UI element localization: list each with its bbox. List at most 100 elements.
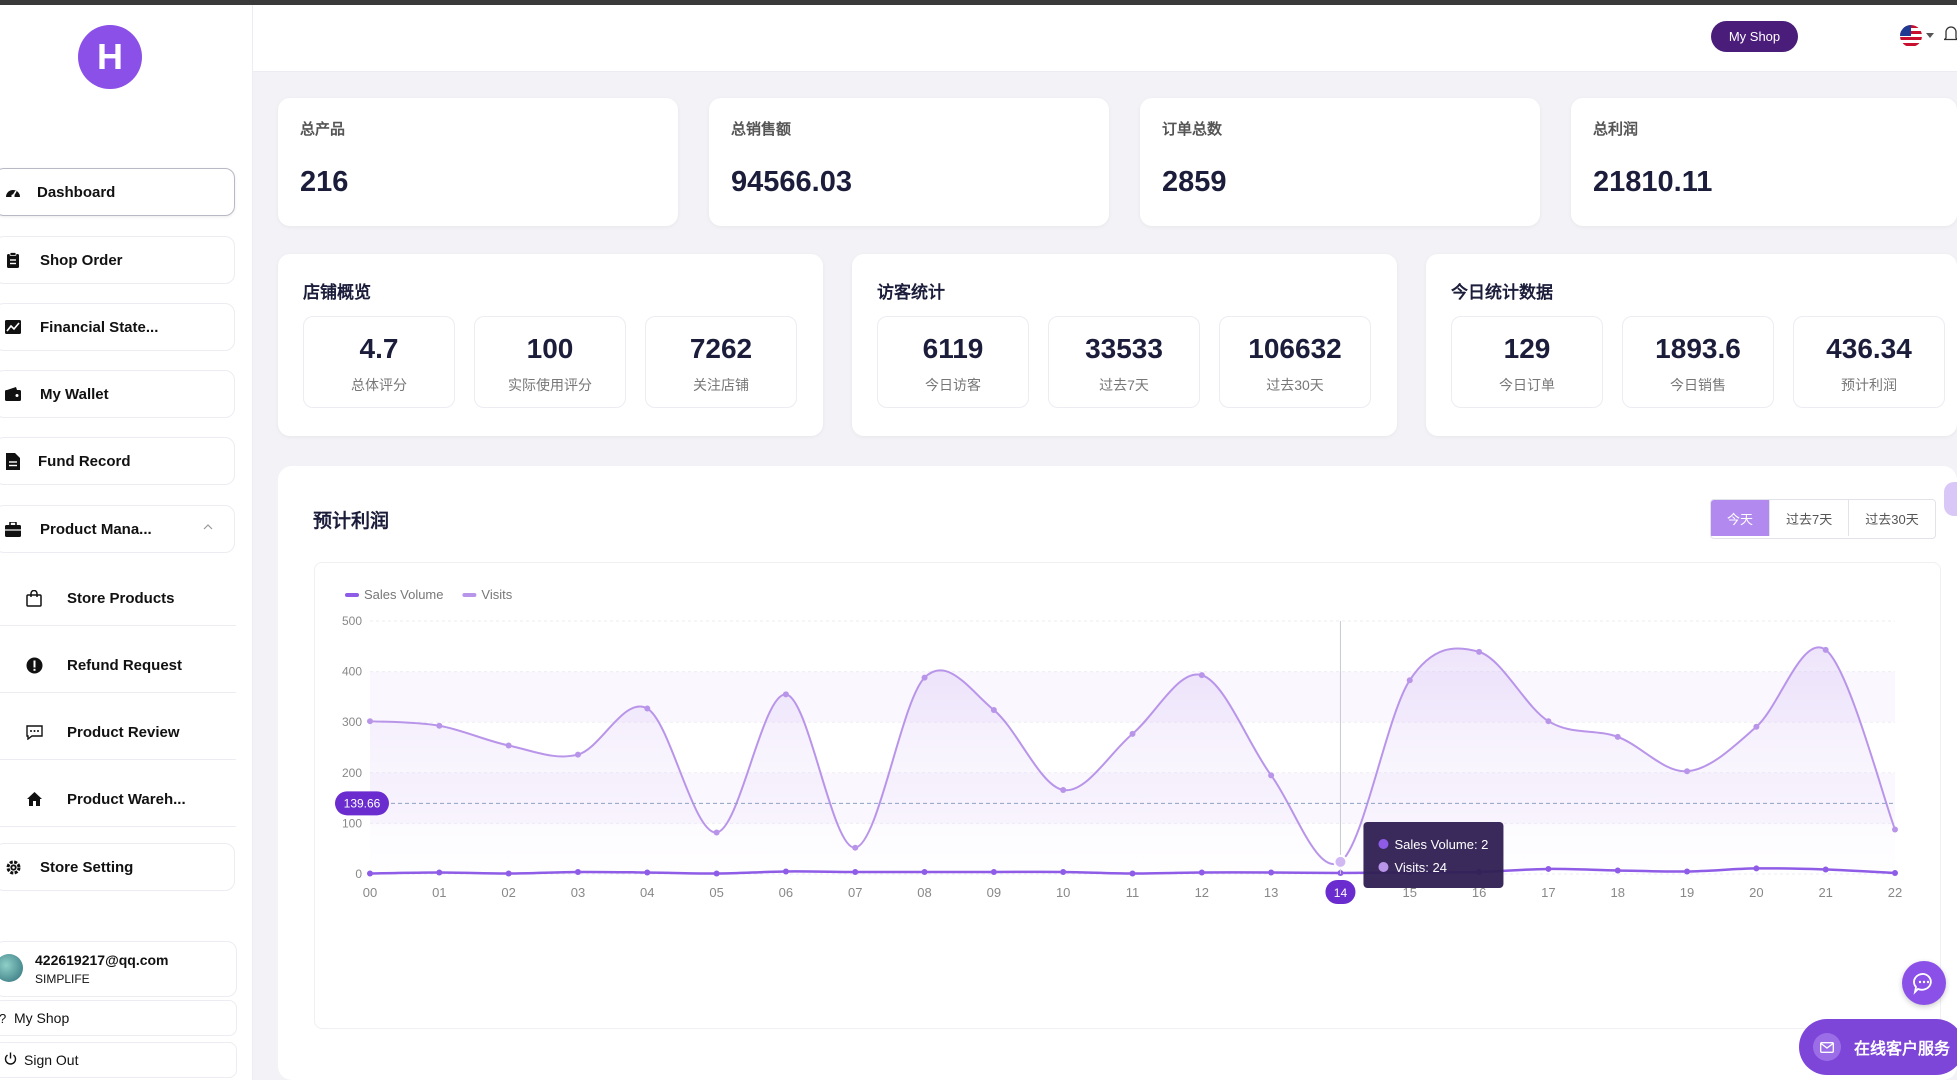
sidebar-subitem-label: Product Wareh... <box>67 790 186 808</box>
my-shop-link[interactable]: ? My Shop <box>0 1000 237 1036</box>
visits-point[interactable] <box>1753 723 1760 730</box>
panel-store-overview: 店铺概览 4.7 总体评分 100 实际使用评分 7262 关注店铺 <box>278 254 823 436</box>
sidebar-subitem-refund-request[interactable]: Refund Request <box>0 638 236 693</box>
visits-point[interactable] <box>1129 730 1136 737</box>
visits-point[interactable] <box>852 844 859 851</box>
sidebar-item-fund-record[interactable]: Fund Record <box>0 437 235 485</box>
sidebar-item-label: Shop Order <box>40 251 123 269</box>
sales-point[interactable] <box>921 868 928 875</box>
sidebar-subitem-product-warehouse[interactable]: Product Wareh... <box>0 772 236 827</box>
sidebar-item-financial-statement[interactable]: Financial State... <box>0 303 235 351</box>
user-shop-name: SIMPLIFE <box>35 972 90 986</box>
sales-point[interactable] <box>1753 865 1760 872</box>
visits-point[interactable] <box>1614 733 1621 740</box>
sidebar-item-shop-order[interactable]: Shop Order <box>0 236 235 284</box>
visits-point[interactable] <box>782 691 789 698</box>
sales-point[interactable] <box>1060 868 1067 875</box>
x-tick-label: 16 <box>1472 885 1486 900</box>
sign-out-link[interactable]: Sign Out <box>0 1042 237 1078</box>
sales-point[interactable] <box>505 870 512 877</box>
x-tick-label: 19 <box>1680 885 1694 900</box>
side-drawer-tab[interactable] <box>1944 482 1957 516</box>
sidebar-item-store-setting[interactable]: Store Setting <box>0 843 235 891</box>
sales-point[interactable] <box>367 870 373 877</box>
sales-point[interactable] <box>644 869 651 876</box>
visits-point[interactable] <box>1268 772 1275 779</box>
profit-chart[interactable]: 0 100 200 300 400 500 00 01 02 03 04 05 06 07 08 09 10 11… <box>315 563 1940 1028</box>
visits-point[interactable] <box>1684 768 1691 775</box>
user-email: 422619217@qq.com <box>35 952 169 968</box>
visits-point[interactable] <box>1822 646 1829 653</box>
x-tick-label: 13 <box>1264 885 1278 900</box>
metric-card: 7262 关注店铺 <box>645 316 797 408</box>
sales-point[interactable] <box>1129 870 1136 877</box>
clipboard-icon <box>3 250 23 270</box>
x-tick-label: 08 <box>917 885 931 900</box>
metric-label: 今日销售 <box>1670 377 1726 393</box>
visits-point[interactable] <box>1545 718 1552 725</box>
sidebar-item-my-wallet[interactable]: My Wallet <box>0 370 235 418</box>
chevron-down-icon[interactable] <box>1926 33 1934 38</box>
sidebar-subitem-product-review[interactable]: Product Review <box>0 705 236 760</box>
metric-card: 4.7 总体评分 <box>303 316 455 408</box>
visits-point[interactable] <box>1406 677 1413 684</box>
sales-point[interactable] <box>1198 869 1205 876</box>
visits-point[interactable] <box>1060 787 1067 794</box>
legend-swatch <box>462 593 477 597</box>
mail-icon <box>1813 1033 1841 1061</box>
range-today-button[interactable]: 今天 <box>1711 500 1771 536</box>
metric-value: 1893.6 <box>1655 333 1741 364</box>
sidebar-item-dashboard[interactable]: Dashboard <box>0 168 235 216</box>
sales-point[interactable] <box>990 868 997 875</box>
sales-point[interactable] <box>782 868 789 875</box>
shopping-bag-icon <box>24 588 44 608</box>
top-header <box>253 5 1957 72</box>
legend-label[interactable]: Sales Volume <box>364 587 444 602</box>
visits-point[interactable] <box>921 674 928 681</box>
sales-point[interactable] <box>1892 869 1898 876</box>
sales-point[interactable] <box>1545 865 1552 872</box>
y-tick-label: 300 <box>342 715 362 729</box>
metric-label: 实际使用评分 <box>508 377 592 393</box>
sales-point[interactable] <box>436 869 443 876</box>
user-profile[interactable]: 422619217@qq.com SIMPLIFE <box>0 941 237 997</box>
range-30days-button[interactable]: 过去30天 <box>1849 500 1935 536</box>
visits-point[interactable] <box>1198 672 1205 679</box>
visits-point[interactable] <box>1476 648 1483 655</box>
question-icon: ? <box>0 1011 6 1026</box>
legend-label[interactable]: Visits <box>481 587 512 602</box>
metric-value: 6119 <box>922 333 984 364</box>
bell-icon[interactable] <box>1944 24 1957 44</box>
range-7days-button[interactable]: 过去7天 <box>1770 500 1850 536</box>
sidebar-item-label: Financial State... <box>40 318 159 336</box>
sales-point[interactable] <box>1268 869 1275 876</box>
sales-point[interactable] <box>1684 868 1691 875</box>
sales-point[interactable] <box>1614 867 1621 874</box>
sales-point[interactable] <box>713 870 720 877</box>
range-toggle: 今天 过去7天 过去30天 <box>1710 499 1936 539</box>
my-shop-button[interactable]: My Shop <box>1711 21 1798 52</box>
us-flag-icon[interactable] <box>1900 25 1922 47</box>
app-logo[interactable]: H <box>78 25 142 89</box>
sales-point[interactable] <box>574 868 581 875</box>
visits-point[interactable] <box>367 718 373 725</box>
metric-label: 过去7天 <box>1099 377 1149 393</box>
visits-point[interactable] <box>990 707 997 714</box>
visits-point[interactable] <box>713 829 720 836</box>
visits-point[interactable] <box>574 751 581 758</box>
visits-point[interactable] <box>1892 826 1898 833</box>
chat-button[interactable] <box>1902 961 1946 1005</box>
visits-point[interactable] <box>644 705 651 712</box>
x-tick-label: 10 <box>1056 885 1070 900</box>
visits-point[interactable] <box>436 722 443 729</box>
sales-point[interactable] <box>1822 866 1829 873</box>
briefcase-icon <box>3 519 23 539</box>
chevron-up-icon[interactable] <box>202 523 214 531</box>
customer-service-button[interactable]: 在线客户服务 <box>1799 1019 1957 1075</box>
sales-point[interactable] <box>852 868 859 875</box>
stat-card-total-products: 总产品 216 <box>278 98 678 226</box>
sidebar-item-label: Store Setting <box>40 858 134 876</box>
sidebar-item-product-management[interactable]: Product Mana... <box>0 505 235 553</box>
sidebar-subitem-store-products[interactable]: Store Products <box>0 571 236 626</box>
visits-point[interactable] <box>505 742 512 749</box>
